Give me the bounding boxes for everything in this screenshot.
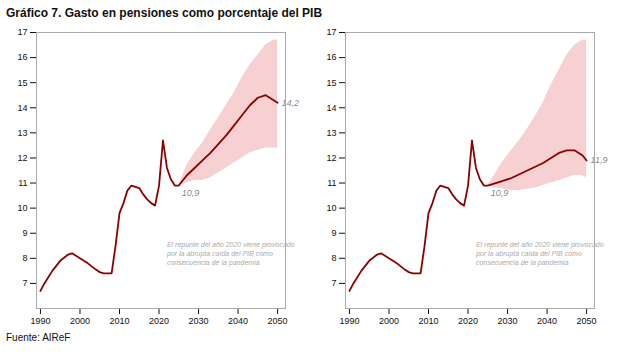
svg-text:2050: 2050: [577, 316, 597, 326]
svg-text:2040: 2040: [537, 316, 557, 326]
svg-text:13: 13: [326, 128, 336, 138]
svg-text:2040: 2040: [228, 316, 248, 326]
svg-text:14: 14: [326, 103, 336, 113]
svg-text:9: 9: [331, 228, 336, 238]
html-text:Gráfico 7. Gasto en pensiones: Gráfico 7. Gasto en pensiones como porce…: [6, 6, 323, 20]
svg-text:11: 11: [327, 178, 336, 188]
svg-text:16: 16: [17, 52, 27, 62]
svg-text:11,9: 11,9: [591, 155, 608, 165]
svg-text:17: 17: [326, 27, 336, 37]
svg-text:1990: 1990: [30, 316, 50, 326]
svg-text:1990: 1990: [339, 316, 359, 326]
svg-text:10,9: 10,9: [182, 188, 200, 198]
svg-text:12: 12: [326, 153, 336, 163]
svg-text:7: 7: [331, 278, 336, 288]
svg-text:2030: 2030: [498, 316, 518, 326]
svg-text:2030: 2030: [189, 316, 209, 326]
svg-text:El repunte del año 2020 viene: El repunte del año 2020 viene provocadop…: [166, 241, 295, 267]
svg-text:14: 14: [17, 103, 27, 113]
html-text:Fuente: AIReF: Fuente: AIReF: [6, 332, 71, 343]
svg-text:10: 10: [326, 203, 336, 213]
svg-text:8: 8: [331, 253, 336, 263]
svg-text:2000: 2000: [379, 316, 399, 326]
svg-text:12: 12: [17, 153, 27, 163]
svg-text:2010: 2010: [109, 316, 129, 326]
svg-text:El repunte del año 2020 viene: El repunte del año 2020 viene provocadop…: [475, 241, 604, 267]
svg-text:10,9: 10,9: [491, 188, 509, 198]
svg-text:7: 7: [22, 278, 27, 288]
svg-text:16: 16: [326, 52, 336, 62]
svg-text:2020: 2020: [149, 316, 169, 326]
svg-text:14,2: 14,2: [282, 98, 300, 108]
svg-text:13: 13: [17, 128, 27, 138]
svg-text:2020: 2020: [458, 316, 478, 326]
svg-text:15: 15: [326, 78, 336, 88]
svg-text:11: 11: [18, 178, 27, 188]
svg-text:17: 17: [17, 27, 27, 37]
svg-text:8: 8: [22, 253, 27, 263]
svg-text:15: 15: [17, 78, 27, 88]
svg-text:2050: 2050: [268, 316, 288, 326]
svg-text:2010: 2010: [418, 316, 438, 326]
svg-text:2000: 2000: [70, 316, 90, 326]
svg-text:10: 10: [17, 203, 27, 213]
svg-text:9: 9: [22, 228, 27, 238]
